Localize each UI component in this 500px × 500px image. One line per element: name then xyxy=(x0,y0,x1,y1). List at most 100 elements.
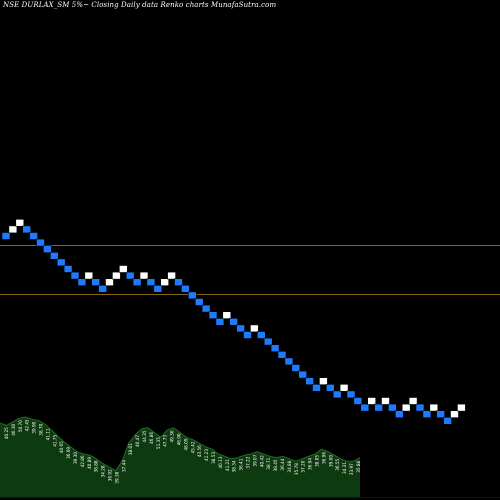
down-brick xyxy=(208,311,218,320)
volume-label: 40.65 xyxy=(59,441,64,453)
down-brick xyxy=(374,403,383,412)
down-brick xyxy=(174,278,183,287)
volume-label: 35.88 xyxy=(356,460,361,472)
volume-line xyxy=(0,416,361,472)
up-brick xyxy=(381,397,390,405)
up-brick xyxy=(250,324,259,333)
volume-label: 38.71 xyxy=(266,457,271,469)
down-brick xyxy=(346,390,356,399)
volume-label: 44.35 xyxy=(142,430,147,442)
down-brick xyxy=(215,317,225,326)
down-brick xyxy=(70,271,80,280)
up-brick xyxy=(15,219,25,227)
up-brick xyxy=(457,403,466,412)
volume-label: 46.90 xyxy=(177,433,182,445)
up-brick xyxy=(160,278,169,287)
volume-labels: 40.25 46.30 50.70 42.45 39.90 38.70 41.1141.75… xyxy=(4,419,361,484)
level-lines xyxy=(0,245,500,295)
volume-label: 38.45 xyxy=(273,459,278,471)
volume-label: 46.30 xyxy=(11,423,16,435)
down-brick xyxy=(388,403,397,412)
down-brick xyxy=(43,245,52,253)
renko-bricks xyxy=(1,219,466,425)
down-brick xyxy=(1,232,11,240)
down-brick xyxy=(415,403,425,412)
down-brick xyxy=(49,252,59,260)
down-brick xyxy=(63,265,73,273)
up-brick xyxy=(367,397,377,405)
up-brick xyxy=(167,271,176,280)
up-brick xyxy=(139,271,149,280)
up-brick xyxy=(408,397,418,405)
down-brick xyxy=(312,383,321,392)
down-brick xyxy=(270,344,280,353)
down-brick xyxy=(325,383,335,392)
down-brick xyxy=(256,331,266,339)
down-brick xyxy=(360,403,370,412)
volume-label: 38.05 xyxy=(315,455,320,467)
up-brick xyxy=(401,403,411,412)
volume-label: 34.88 xyxy=(287,460,292,472)
up-brick xyxy=(339,383,349,392)
down-brick xyxy=(422,410,432,419)
volume-label: 36.55 xyxy=(335,458,340,470)
volume-label: 39.38 xyxy=(114,471,119,483)
down-brick xyxy=(125,271,135,280)
down-brick xyxy=(56,258,66,267)
volume-label: 41.21 xyxy=(225,459,230,471)
volume-label: 40.89 xyxy=(87,457,92,469)
down-brick xyxy=(229,317,238,326)
down-brick xyxy=(29,232,38,240)
volume-label: 41.11 xyxy=(45,428,50,440)
volume-label: 49.30 xyxy=(170,430,175,442)
down-brick xyxy=(236,324,245,333)
volume-label: 39.07 xyxy=(252,454,257,466)
volume-label: 36.96 xyxy=(321,452,326,464)
down-brick xyxy=(98,284,107,293)
volume-label: 47.73 xyxy=(163,435,168,447)
volume-label: 37.44 xyxy=(121,460,126,472)
down-brick xyxy=(153,284,163,293)
down-brick xyxy=(243,331,252,339)
volume-label: 43.56 xyxy=(197,445,202,457)
down-brick xyxy=(77,278,87,287)
volume-label: 38.01 xyxy=(128,443,133,455)
volume-label: 40.42 xyxy=(259,455,264,467)
volume-label: 36.69 xyxy=(66,447,71,459)
volume-label: 33.97 xyxy=(349,463,354,475)
volume-label: 40.47 xyxy=(135,435,140,447)
down-brick xyxy=(394,410,404,419)
down-brick xyxy=(443,416,452,425)
up-brick xyxy=(222,311,232,320)
volume-label: 35.78 xyxy=(294,463,299,475)
up-brick xyxy=(105,278,114,287)
volume-label: 41.75 xyxy=(52,434,57,446)
volume-label: 39.00 xyxy=(328,455,333,467)
up-brick xyxy=(84,271,94,280)
volume-panel xyxy=(0,416,500,498)
volume-area xyxy=(0,417,360,497)
volume-label: 34.31 xyxy=(342,462,347,474)
down-brick xyxy=(298,370,308,379)
volume-label: 38.88 xyxy=(94,460,99,472)
volume-label: 40.25 xyxy=(4,427,9,439)
volume-label: 50.70 xyxy=(18,420,23,432)
down-brick xyxy=(201,304,211,313)
down-brick xyxy=(188,291,197,300)
down-brick xyxy=(332,390,342,399)
down-brick xyxy=(284,357,294,366)
volume-label: 48.09 xyxy=(183,438,188,450)
down-brick xyxy=(436,410,446,419)
chart-title: NSE DURLAX_SM 5%~ Closing Daily data Ren… xyxy=(3,1,277,9)
volume-label: 38.70 xyxy=(39,423,44,435)
volume-label: 38.53 xyxy=(211,452,216,464)
down-brick xyxy=(22,225,32,234)
down-brick xyxy=(181,284,190,293)
volume-label: 51.35 xyxy=(156,437,161,449)
down-brick xyxy=(291,364,301,372)
volume-label: 42.45 xyxy=(25,419,30,431)
up-brick xyxy=(450,410,459,419)
up-brick xyxy=(112,271,121,280)
